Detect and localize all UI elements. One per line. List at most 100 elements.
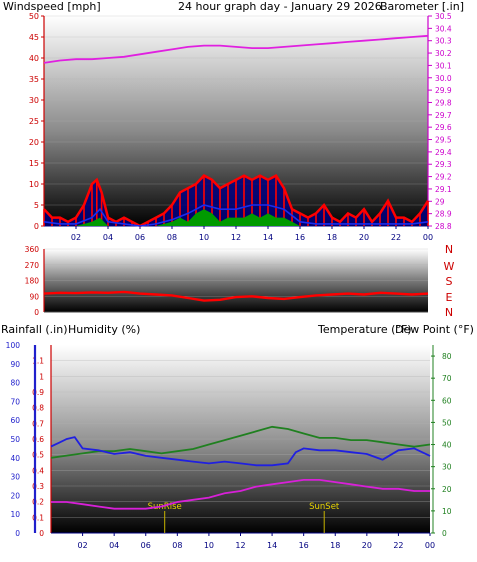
rain-tick-label: 0.5	[32, 451, 44, 460]
rain-tick-label: 0.6	[32, 435, 44, 444]
x-tick-label: 12	[231, 233, 241, 242]
wind-direction-line	[43, 290, 429, 302]
dew-point-line	[51, 479, 430, 510]
x-tick-label: 00	[425, 541, 435, 550]
x-tick-label: 08	[167, 233, 177, 242]
rainfall-title: Rainfall (.in)	[1, 323, 68, 336]
x-tick-label: 16	[295, 233, 305, 242]
left-tick-label: 15	[29, 159, 39, 168]
right-tick-label: 29.8	[435, 98, 452, 107]
right-tick-label: 30.1	[435, 61, 452, 70]
x-tick-label: 14	[267, 541, 277, 550]
humidity-tick-label: 90	[10, 360, 20, 369]
sun-label: SunSet	[309, 502, 340, 512]
x-tick-label: 18	[327, 233, 337, 242]
left-tick-label: 50	[29, 12, 39, 21]
rain-tick-label: 0	[39, 529, 44, 538]
right-tick-label: 30.5	[435, 12, 452, 21]
right-tick-label: 29	[435, 197, 445, 206]
rain-tick-label: 0.8	[32, 404, 44, 413]
temp-tick-label: 70	[442, 374, 452, 383]
right-tick-label: 28.8	[435, 222, 452, 231]
right-tick-label: 30.3	[435, 37, 452, 46]
humidity-tick-label: 80	[10, 379, 20, 388]
right-tick-label: 29.6	[435, 123, 452, 132]
left-tick-label: 0	[34, 222, 39, 231]
humidity-tick-label: 40	[10, 454, 20, 463]
right-tick-label: 29.5	[435, 136, 452, 145]
temp-tick-label: 30	[442, 463, 452, 472]
right-tick-label: 29.7	[435, 111, 452, 120]
rain-tick-label: 0.1	[32, 513, 44, 522]
x-tick-label: 10	[204, 541, 214, 550]
right-tick-label: 30.4	[435, 24, 452, 33]
humidity-tick-label: 20	[10, 491, 20, 500]
temp-tick-label: 50	[442, 418, 452, 427]
rain-tick-label: 0.3	[32, 482, 44, 491]
rain-tick-label: 0.7	[32, 419, 44, 428]
right-tick-label: 29.4	[435, 148, 452, 157]
rain-tick-label: 0.4	[32, 466, 44, 475]
left-tick-label: 25	[29, 117, 39, 126]
left-tick-label: 10	[29, 180, 39, 189]
dewpoint-title: Dew Point (°F)	[395, 323, 474, 336]
humidity-line	[50, 436, 431, 467]
humidity-tick-label: 0	[15, 529, 20, 538]
left-tick-label: 270	[25, 261, 40, 270]
right-tick-label: 29.9	[435, 86, 452, 95]
wind-title: Windspeed [mph]	[3, 0, 101, 13]
x-tick-label: 04	[109, 541, 119, 550]
left-tick-label: 40	[29, 54, 39, 63]
left-tick-label: 90	[29, 292, 39, 301]
x-tick-label: 04	[103, 233, 113, 242]
barometer-line	[43, 34, 429, 64]
x-tick-label: 00	[423, 233, 433, 242]
right-tick-label: 29.2	[435, 173, 452, 182]
x-tick-label: 20	[359, 233, 369, 242]
rain-tick-label: 1.1	[32, 357, 44, 366]
x-tick-label: 08	[172, 541, 182, 550]
x-tick-label: 06	[141, 541, 151, 550]
left-tick-label: 180	[25, 277, 40, 286]
right-tick-label: 29.3	[435, 160, 452, 169]
x-tick-label: 16	[299, 541, 309, 550]
wind-line	[43, 173, 430, 228]
left-tick-label: 5	[34, 201, 39, 210]
left-tick-label: 360	[25, 245, 40, 254]
rain-tick-label: 0.2	[32, 498, 44, 507]
left-tick-label: 0	[34, 308, 39, 317]
temp-tick-label: 80	[442, 352, 452, 361]
x-tick-label: 18	[330, 541, 340, 550]
x-tick-label: 06	[135, 233, 145, 242]
x-tick-label: 20	[362, 541, 372, 550]
x-tick-label: 10	[199, 233, 209, 242]
temperature-title: Temperature (°F)	[318, 323, 412, 336]
left-tick-label: 45	[29, 33, 39, 42]
humidity-tick-label: 60	[10, 416, 20, 425]
temperature-line	[50, 425, 431, 459]
right-tick-label: 28.9	[435, 210, 452, 219]
x-tick-label: 22	[393, 541, 403, 550]
x-tick-label: 12	[235, 541, 245, 550]
humidity-tick-label: 30	[10, 473, 20, 482]
humidity-tick-label: 100	[6, 341, 21, 350]
left-tick-label: 20	[29, 138, 39, 147]
compass-label: E	[446, 291, 453, 304]
humidity-tick-label: 50	[10, 435, 20, 444]
rain-tick-label: 1	[39, 372, 44, 381]
compass-label: S	[446, 275, 453, 288]
humidity-tick-label: 70	[10, 397, 20, 406]
sun-label: SunRise	[148, 502, 182, 512]
x-tick-label: 02	[77, 541, 87, 550]
temp-tick-label: 40	[442, 441, 452, 450]
wind-min-area	[44, 209, 428, 226]
temp-tick-label: 60	[442, 396, 452, 405]
left-tick-label: 30	[29, 96, 39, 105]
temp-tick-label: 10	[442, 507, 452, 516]
x-tick-label: 02	[71, 233, 81, 242]
temp-tick-label: 0	[442, 529, 447, 538]
humidity-tick-label: 10	[10, 510, 20, 519]
humidity-title: Humidity (%)	[68, 323, 141, 336]
period-title: 24 hour graph day - January 29 2026	[178, 0, 382, 13]
